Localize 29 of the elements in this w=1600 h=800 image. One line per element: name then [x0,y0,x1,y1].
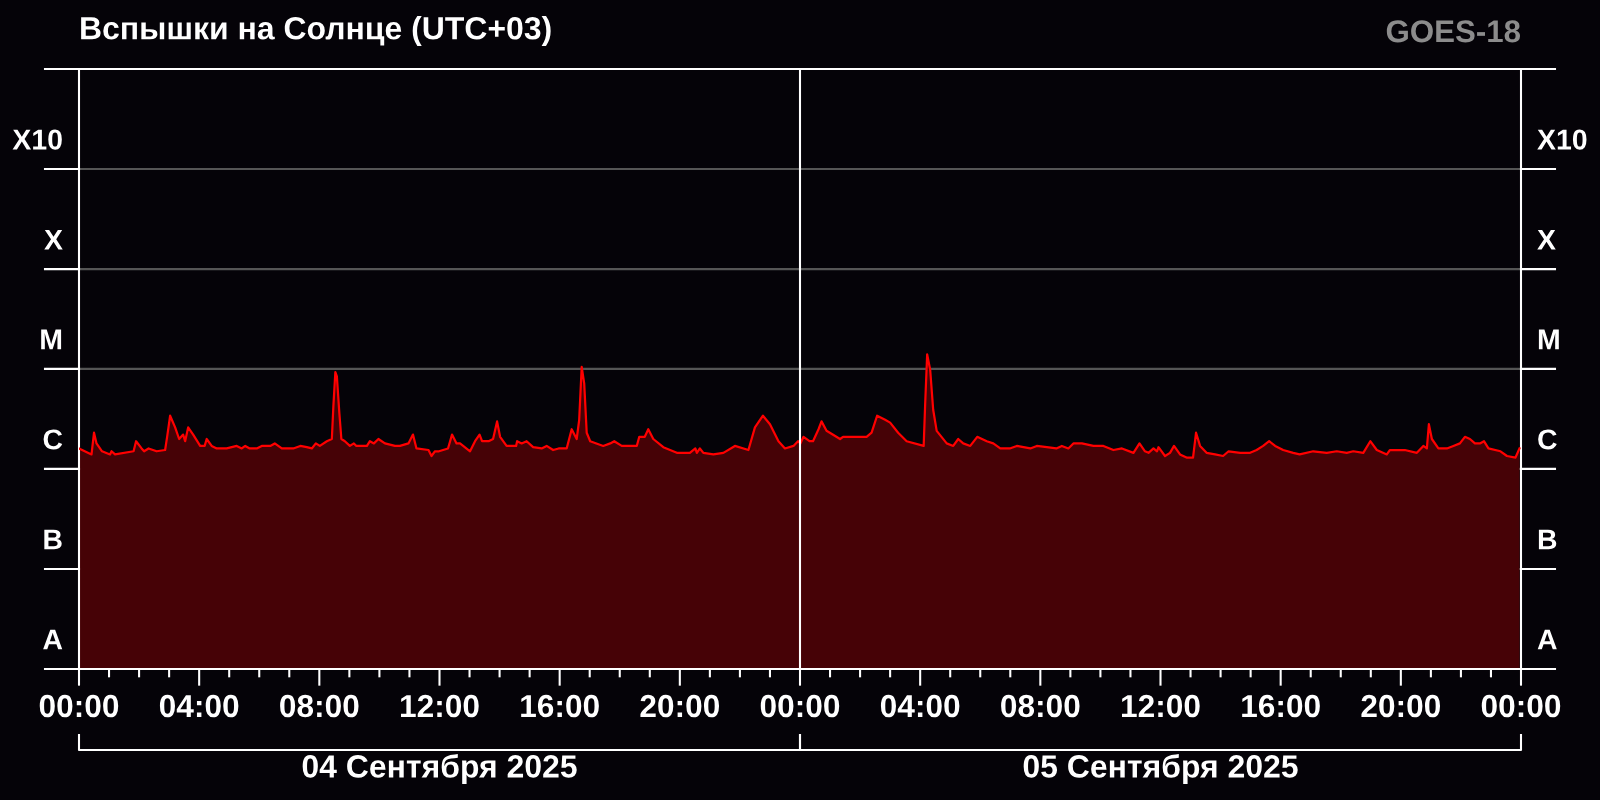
text: C [1538,429,1557,450]
x-tick-label: 12:00 [401,694,479,718]
ref-line-label: C [43,429,63,450]
chart-subtitle: GOES-18 [1386,20,1521,43]
text: M [1538,329,1559,350]
text: B [1538,529,1557,550]
text: 04 Сентября 2025 [302,753,577,785]
text: X [1537,229,1556,250]
text: A [43,629,63,650]
ref-line-label: B [44,529,62,550]
text: X10 [12,129,62,150]
ref-line-label: X10 [1537,129,1587,150]
x-tick-label: 08:00 [1001,694,1080,718]
x-tick-label: 12:00 [1122,694,1200,718]
x-tick-label: 08:00 [280,694,359,718]
x-tick-label: 00:00 [760,694,840,718]
chart-title: Вспышки на Солнце (UTC+03) [81,16,551,46]
ref-line-label: X [44,229,63,250]
x-tick-label: 00:00 [1481,694,1561,718]
x-tick-label: 04:00 [159,694,239,718]
x-tick-label: 16:00 [521,694,599,718]
text: 05 Сентября 2025 [1023,753,1298,785]
ref-line-label: M [41,329,62,350]
x-tick-label: 20:00 [640,694,720,718]
x-tick-label: 00:00 [39,694,119,718]
x-tick-label: 04:00 [880,694,960,718]
x-tick-label: 16:00 [1242,694,1320,718]
text: A [1537,629,1557,650]
x-tick-label: 20:00 [1361,694,1441,718]
